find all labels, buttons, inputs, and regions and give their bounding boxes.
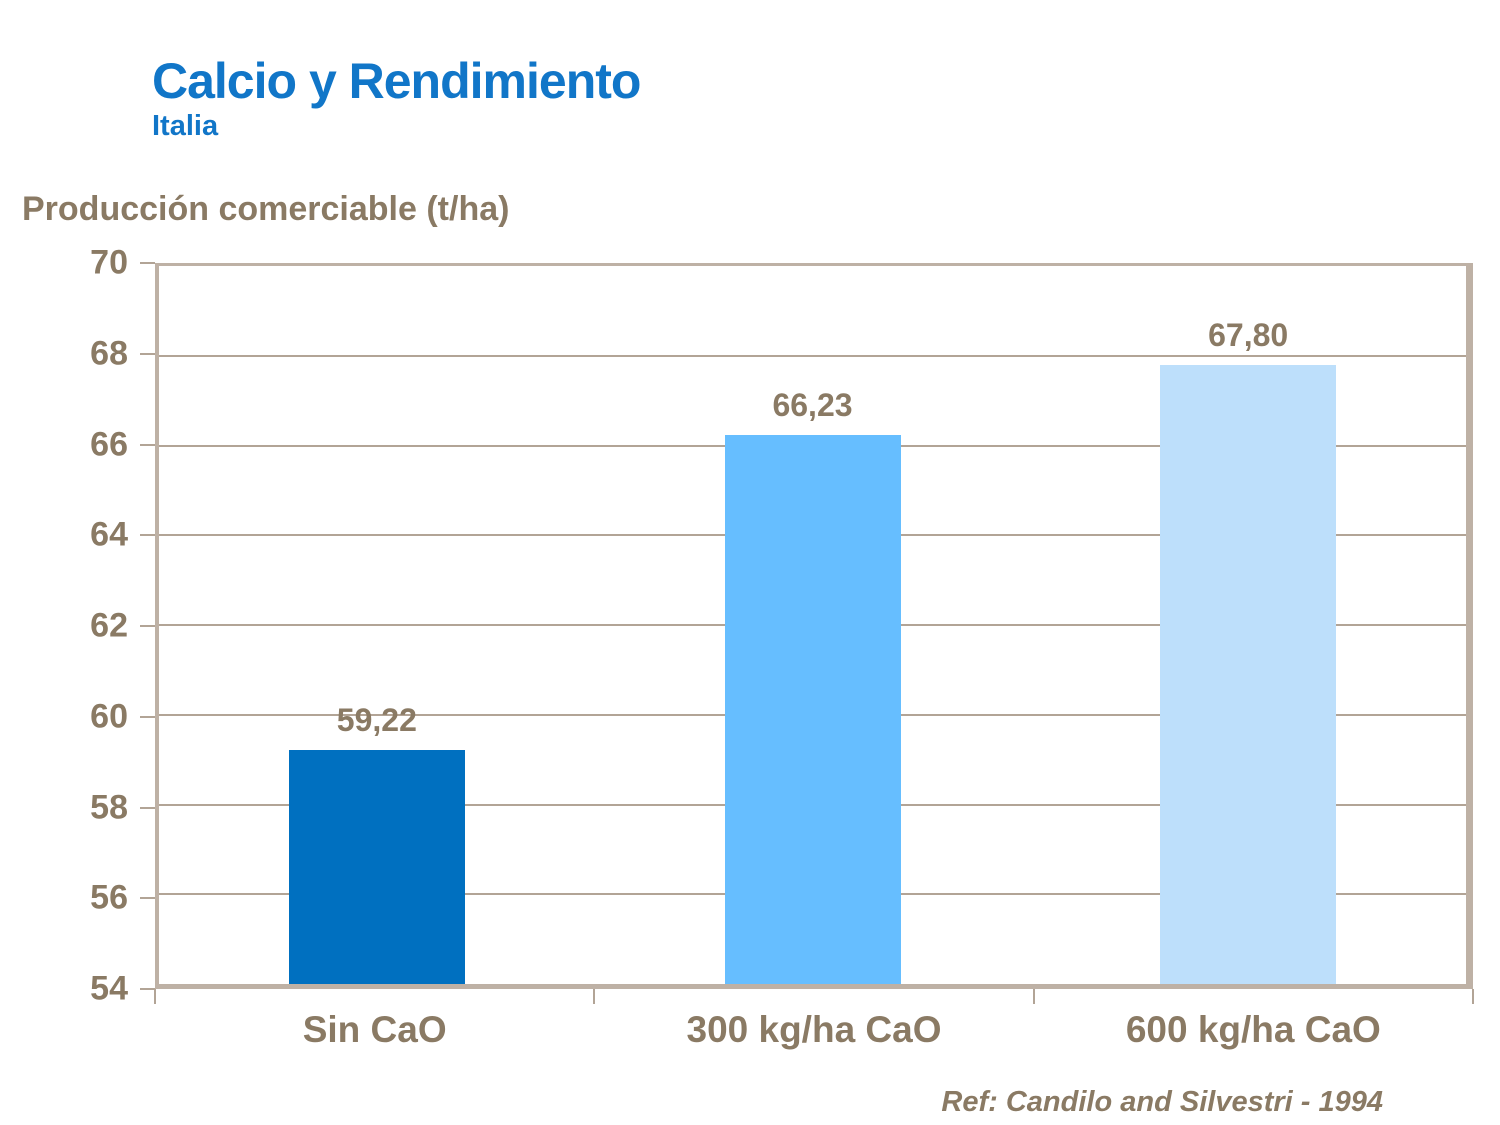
y-tick-label-60: 60 (90, 697, 128, 736)
x-axis-tick-3 (1472, 989, 1474, 1004)
y-axis-tick-58 (140, 806, 155, 809)
x-category-label-300-kg-ha-cao: 300 kg/ha CaO (686, 1009, 942, 1050)
y-tick-label-56: 56 (90, 878, 128, 917)
chart-plot-region: 59,22 66,23 67,80 70 68 66 64 62 60 58 56 54 Sin Ca… (90, 245, 1474, 1048)
y-axis-tick-66 (140, 443, 155, 446)
plot-area-frame: 59,22 66,23 67,80 (155, 263, 1473, 989)
y-tick-label-66: 66 (90, 424, 128, 463)
x-axis-tick-0 (154, 989, 156, 1004)
gridline-68 (159, 354, 1466, 357)
y-axis-tick-64 (140, 534, 155, 537)
y-axis-tick-54 (140, 988, 155, 990)
y-tick-label-68: 68 (90, 334, 128, 373)
bar-300-kg-ha-cao (724, 435, 901, 984)
chart-subtitle: Italia (152, 110, 219, 142)
x-category-label-600-kg-ha-cao: 600 kg/ha CaO (1125, 1009, 1381, 1050)
y-tick-label-62: 62 (90, 606, 128, 645)
x-category-label-sin-cao: Sin CaO (302, 1009, 447, 1050)
y-tick-label-70: 70 (90, 243, 128, 282)
y-axis-tick-62 (140, 625, 155, 627)
y-axis-title: Producción comerciable (t/ha) (22, 190, 510, 228)
chart-title: Calcio y Rendimiento (152, 53, 641, 109)
y-tick-label-64: 64 (90, 515, 128, 554)
y-tick-label-54: 54 (90, 969, 128, 1008)
value-label-600-kg-ha-cao: 67,80 (1208, 316, 1289, 353)
value-label-300-kg-ha-cao: 66,23 (772, 387, 853, 424)
x-axis-tick-1 (593, 989, 596, 1004)
y-axis-tick-68 (140, 352, 155, 355)
y-axis-tick-56 (140, 897, 155, 900)
y-axis-tick-70 (140, 262, 155, 264)
x-axis-tick-2 (1032, 989, 1035, 1004)
reference-text: Ref: Candilo and Silvestri - 1994 (941, 1086, 1383, 1118)
bar-600-kg-ha-cao (1160, 364, 1337, 984)
value-label-sin-cao: 59,22 (336, 701, 417, 738)
y-axis-tick-60 (140, 715, 155, 718)
y-tick-label-58: 58 (90, 787, 128, 826)
bar-sin-cao (288, 749, 465, 984)
